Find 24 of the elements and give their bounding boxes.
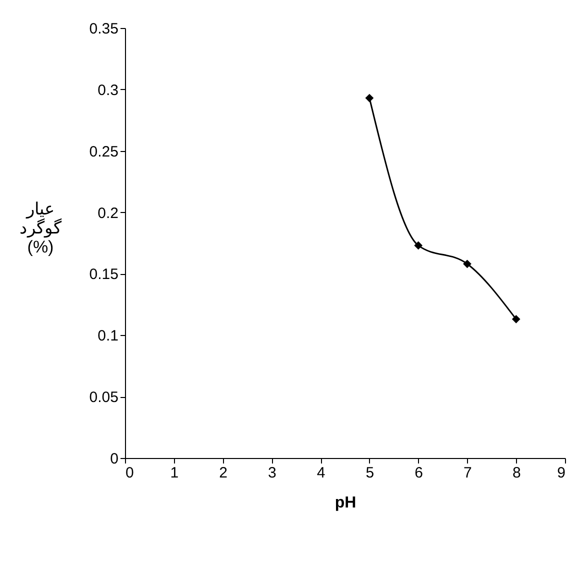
y-tick-label: 0 bbox=[110, 450, 118, 468]
x-tick-label: 2 bbox=[219, 464, 228, 482]
y-tick-label: 0.15 bbox=[89, 266, 118, 284]
point bbox=[365, 94, 374, 102]
y-tick-label: 0.3 bbox=[98, 82, 118, 99]
y-axis-title: عیار گوگرد (%) bbox=[20, 200, 62, 256]
x-tick-label: 4 bbox=[316, 464, 326, 482]
point bbox=[414, 241, 423, 250]
x-tick-label: 5 bbox=[366, 464, 374, 482]
y-tick-label: 0.05 bbox=[89, 389, 118, 406]
x-tick-label: 3 bbox=[268, 464, 276, 482]
x-tick-label: 1 bbox=[170, 464, 179, 482]
x-tick-label: 0 bbox=[126, 464, 134, 482]
x-tick-label: 7 bbox=[464, 464, 472, 482]
x-tick-label: 8 bbox=[512, 464, 521, 482]
y-tick-label: 0.1 bbox=[98, 328, 118, 345]
point bbox=[463, 260, 472, 268]
point bbox=[512, 314, 520, 324]
x-tick-label: 9 bbox=[557, 464, 566, 482]
y-tick-label: 0.35 bbox=[89, 20, 118, 38]
x-tick-label: 6 bbox=[414, 464, 424, 482]
y-tick-label: 0.2 bbox=[98, 204, 118, 222]
x-axis-title: pH bbox=[334, 494, 356, 512]
y-tick-label: 0.25 bbox=[89, 143, 118, 160]
